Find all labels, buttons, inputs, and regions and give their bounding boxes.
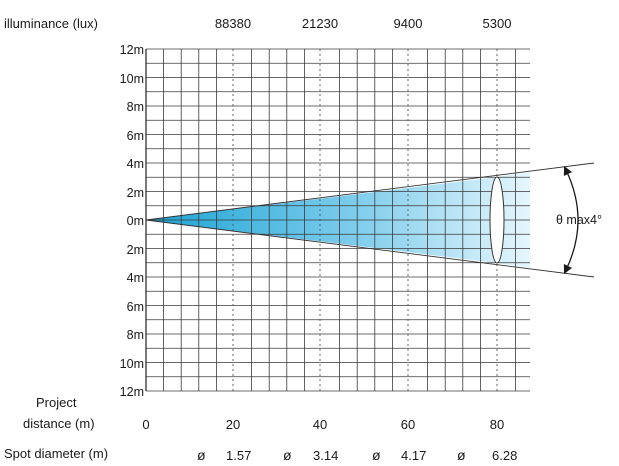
y-tick-label: 8m [127, 328, 144, 342]
diameter-symbol-icon: ø [372, 447, 381, 463]
y-tick-label: 12m [120, 385, 144, 399]
x-tick-label: 20 [226, 417, 240, 432]
y-tick-label: 10m [120, 357, 144, 371]
illuminance-value: 88380 [215, 16, 251, 31]
spot-diameter-value: 4.17 [401, 448, 426, 463]
diameter-symbol-icon: ø [197, 447, 206, 463]
illuminance-value: 5300 [483, 16, 512, 31]
x-axis-label-line1: Project [36, 395, 77, 410]
y-tick-label: 6m [127, 300, 144, 314]
illuminance-value: 21230 [302, 16, 338, 31]
x-tick-label: 80 [490, 417, 504, 432]
y-axis-labels: 12m 10m 8m 6m 4m 2m 0m 2m 4m 6m 8m 10m 1… [120, 43, 144, 399]
beam-angle-label: θ max4° [556, 213, 602, 227]
y-tick-label: 8m [127, 100, 144, 114]
spot-ellipse [489, 176, 505, 264]
illuminance-label: illuminance (lux) [4, 16, 98, 31]
y-tick-label: 6m [127, 129, 144, 143]
diameter-symbol-icon: ø [283, 447, 292, 463]
y-tick-label: 4m [127, 271, 144, 285]
y-tick-label: 2m [127, 186, 144, 200]
x-tick-label: 60 [401, 417, 415, 432]
y-tick-label: 10m [120, 72, 144, 86]
diameter-symbol-icon: ø [457, 447, 466, 463]
illuminance-value: 9400 [394, 16, 423, 31]
spot-diameter-value: 3.14 [313, 448, 338, 463]
beam-edge-lower [145, 219, 595, 278]
x-axis-label-line2: distance (m) [23, 416, 95, 431]
x-tick-label: 0 [142, 417, 149, 432]
y-tick-label: 2m [127, 243, 144, 257]
x-tick-label: 40 [313, 417, 327, 432]
spot-diameter-value: 1.57 [226, 448, 251, 463]
spot-diameter-label: Spot diameter (m) [4, 446, 108, 461]
beam-angle-arc [563, 165, 579, 275]
y-tick-label: 0m [127, 214, 144, 228]
y-tick-label: 4m [127, 157, 144, 171]
grid [145, 48, 530, 392]
y-tick-label: 12m [120, 43, 144, 57]
beam-edge-upper [145, 162, 595, 221]
spot-diameter-value: 6.28 [492, 448, 517, 463]
